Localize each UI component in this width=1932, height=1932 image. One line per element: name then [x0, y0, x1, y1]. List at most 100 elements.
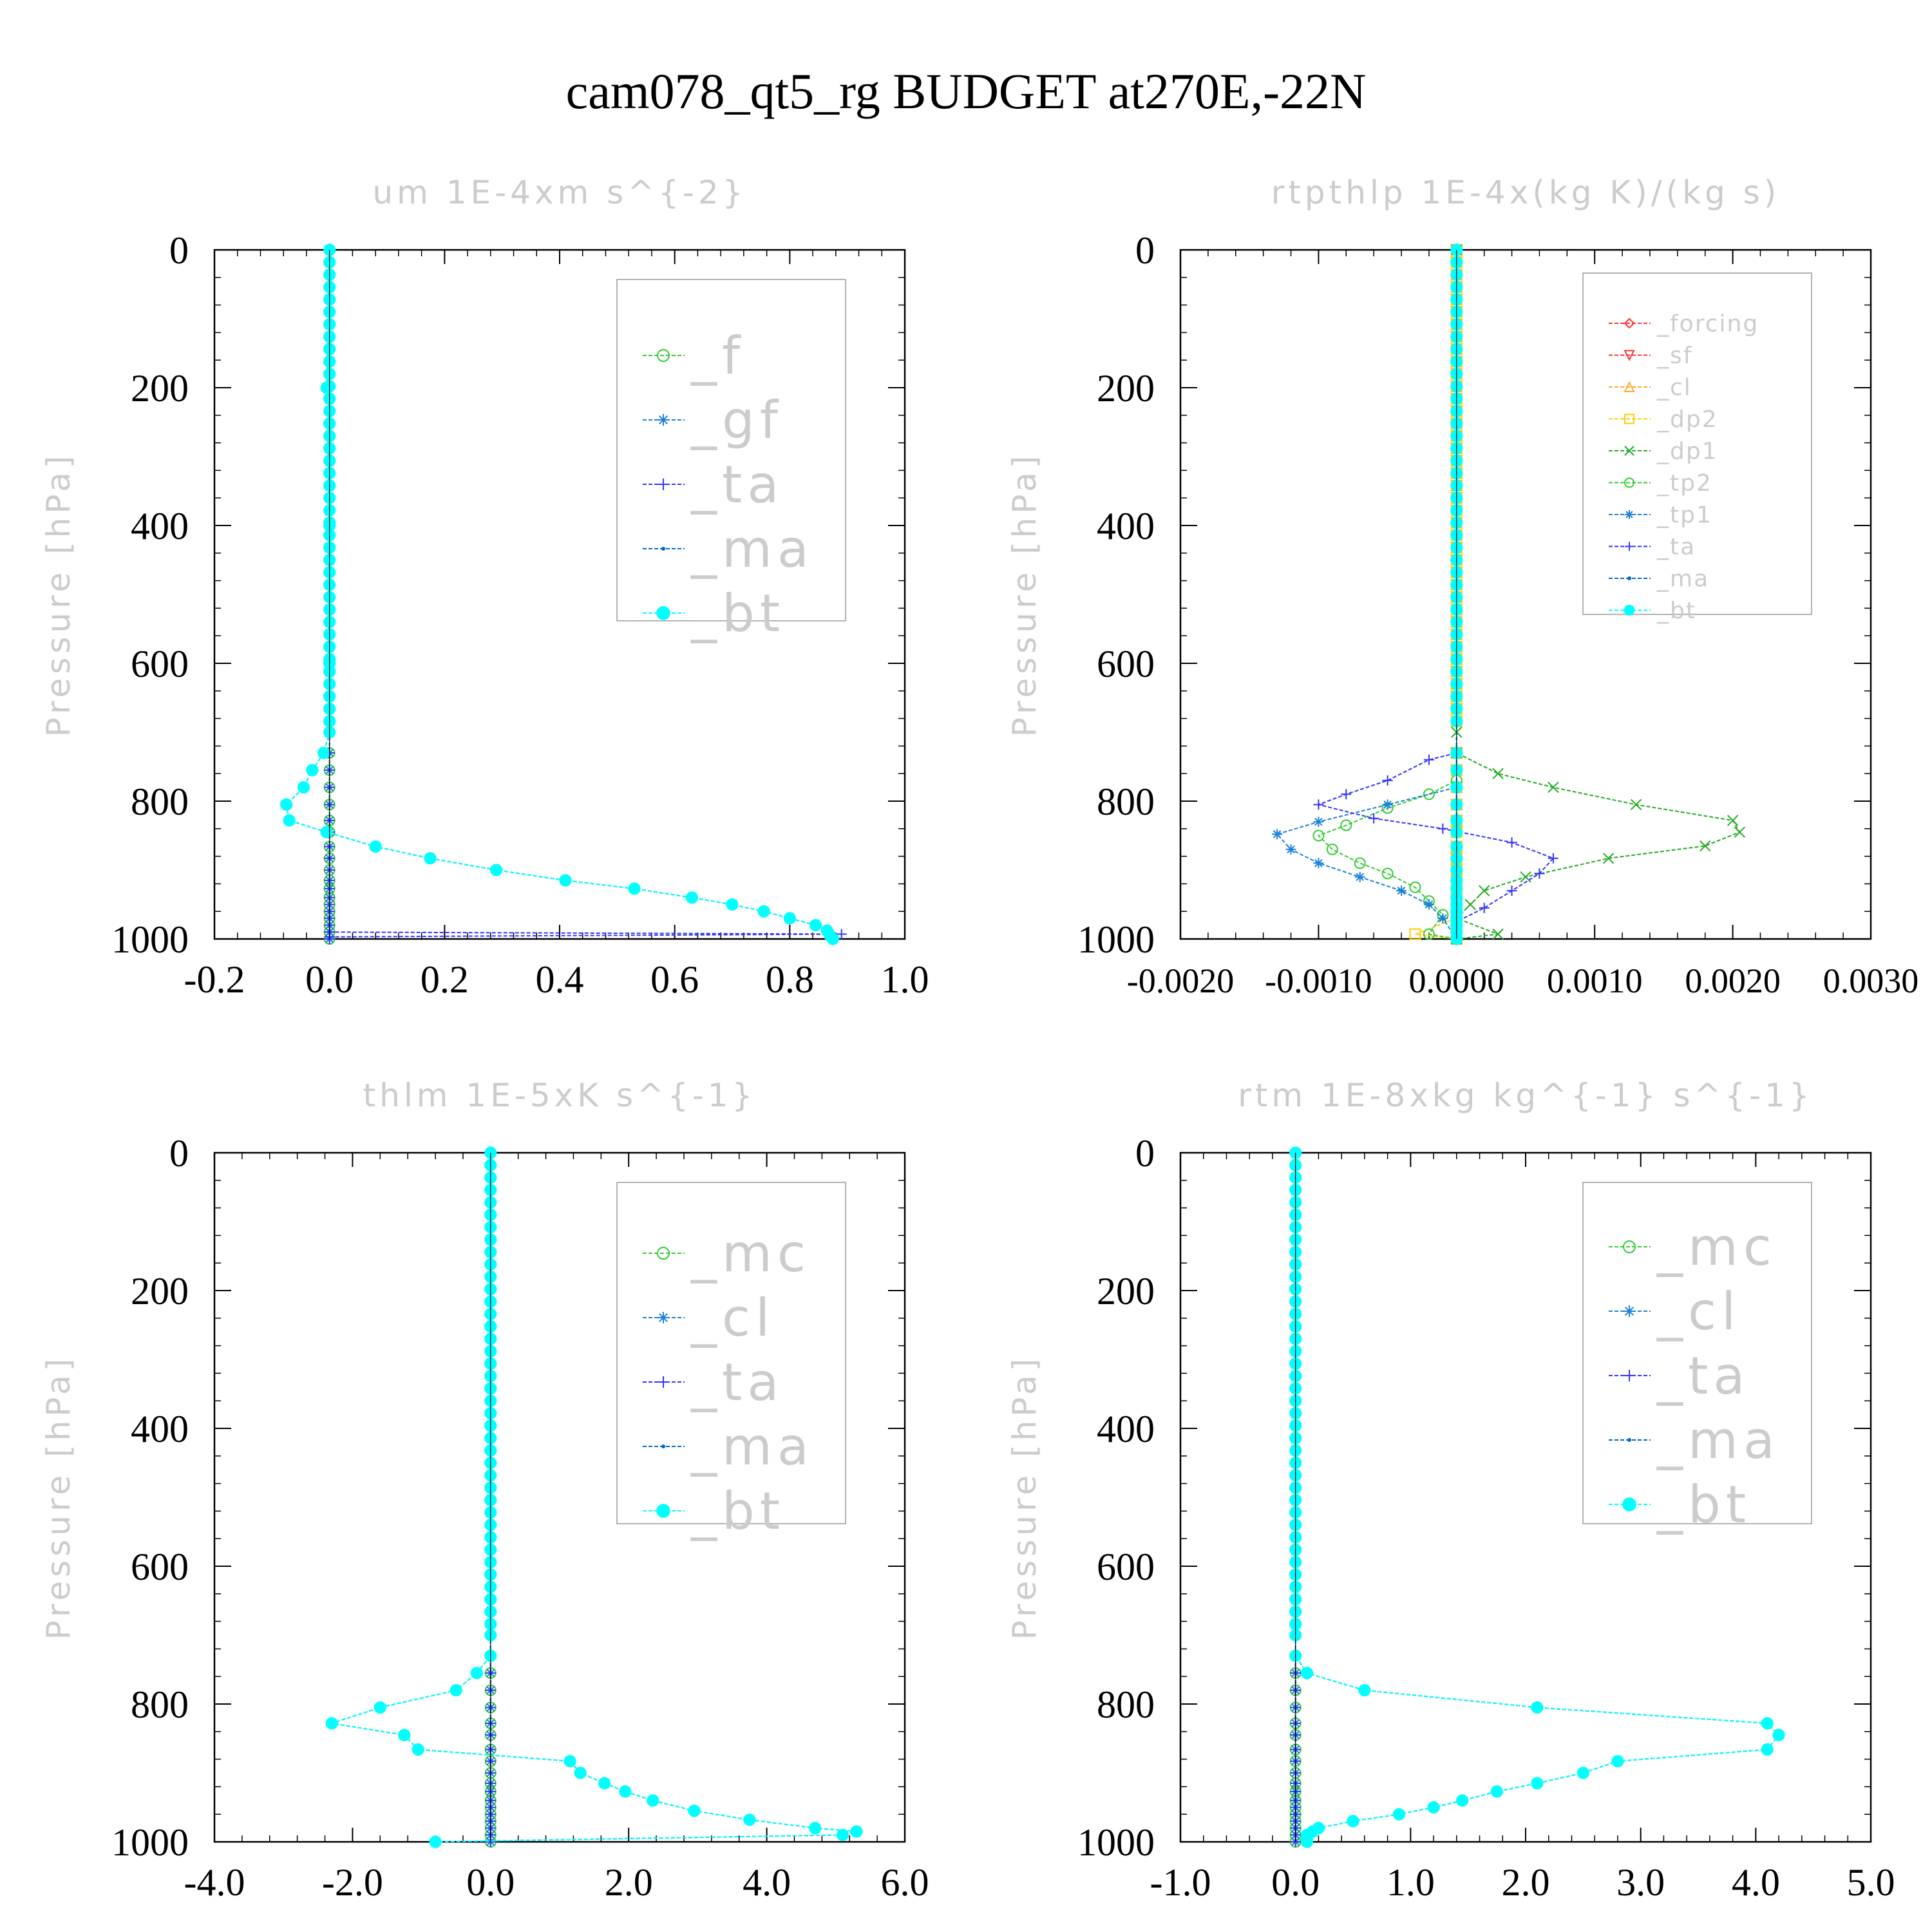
data-point	[1313, 799, 1324, 810]
y-tick-label: 1000	[111, 918, 189, 961]
x-tick-label: 0.0	[1271, 1861, 1320, 1904]
data-point	[280, 798, 293, 811]
y-tick-label: 0	[1135, 1132, 1155, 1175]
y-tick-label: 800	[131, 781, 189, 823]
series-line	[1294, 1153, 1780, 1842]
data-point	[1548, 781, 1559, 793]
data-point	[1354, 857, 1366, 869]
x-tick-label: 4.0	[1732, 1861, 1780, 1904]
plot-frame	[1179, 249, 1872, 940]
y-tick-label: 600	[131, 643, 189, 685]
data-point	[1534, 868, 1545, 879]
data-point	[1625, 510, 1634, 519]
y-axis-label: Pressure [hPa]	[40, 1355, 77, 1640]
data-point	[1368, 813, 1379, 824]
data-point	[306, 764, 319, 777]
x-tick-label: -0.2	[184, 958, 245, 1001]
data-point	[661, 1444, 665, 1448]
x-tick-label: 0.2	[421, 958, 469, 1001]
data-point	[1611, 1755, 1624, 1768]
legend-entry: _dp1	[1609, 439, 1717, 465]
legend-entry: _ta	[1609, 1346, 1745, 1406]
series-line	[1316, 250, 1555, 939]
y-tick-label: 400	[1097, 1408, 1155, 1450]
data-point	[1396, 886, 1407, 896]
data-point	[726, 898, 739, 911]
x-tick-label: 3.0	[1616, 1861, 1665, 1904]
data-point	[1624, 350, 1635, 361]
data-point	[1624, 317, 1635, 329]
legend-label: _ma	[1656, 566, 1709, 592]
data-point	[1625, 542, 1634, 551]
y-tick-label: 600	[1097, 1546, 1155, 1588]
data-point	[657, 349, 670, 362]
x-tick-label: 0.0	[305, 958, 354, 1001]
data-point	[1772, 1728, 1785, 1741]
x-tick-label: -0.0020	[1127, 961, 1234, 1000]
data-point	[809, 1822, 822, 1835]
series-line	[1455, 250, 1741, 940]
x-tick-label: 0.0010	[1547, 961, 1643, 1000]
legend-entry: _ma	[1609, 1410, 1775, 1470]
data-point	[836, 929, 847, 940]
legend-label: _bt	[1656, 598, 1696, 624]
x-tick-label: 0.4	[536, 958, 584, 1001]
data-point	[1490, 1785, 1503, 1798]
legend-entry: _ta	[643, 1352, 779, 1412]
panel-rtpthlp: rtpthlp 1E-4x(kg K)/(kg s) Pressure [hPa…	[1006, 174, 1918, 1000]
y-axis-label: Pressure [hPa]	[1006, 452, 1043, 737]
x-tick-label: 6.0	[881, 1861, 929, 1904]
legend-label: _bt	[690, 1481, 785, 1541]
data-point	[1285, 844, 1296, 855]
data-point	[374, 1701, 386, 1714]
data-point	[317, 746, 330, 759]
data-point	[658, 478, 669, 490]
data-point	[1341, 789, 1352, 800]
y-tick-label: 1000	[111, 1821, 189, 1864]
legend-entry: _sf	[1609, 343, 1691, 369]
data-point	[1531, 1701, 1544, 1714]
x-tick-label: 0.6	[650, 958, 699, 1001]
data-point	[1423, 899, 1434, 910]
data-point	[1409, 881, 1421, 893]
y-tick-label: 800	[131, 1683, 189, 1726]
data-point	[1313, 817, 1324, 828]
data-point	[685, 891, 699, 904]
data-point	[1727, 815, 1739, 826]
data-point	[1624, 446, 1634, 456]
x-tick-label: 4.0	[743, 1861, 791, 1904]
data-point	[1627, 576, 1631, 580]
data-point	[850, 1825, 863, 1838]
data-point	[1437, 913, 1448, 923]
legend-entry: _ma	[1609, 566, 1709, 592]
legend-entry: _mc	[1609, 1217, 1772, 1277]
panel-title: rtm 1E-8xkg kg^{-1} s^{-1}	[1238, 1077, 1814, 1114]
data-point	[1602, 853, 1615, 864]
legend-entry: _gf	[643, 390, 783, 450]
plot-area	[1289, 1146, 1785, 1848]
legend-label: _tp1	[1656, 502, 1712, 529]
legend-label: _cl	[1656, 1282, 1741, 1341]
data-point	[470, 1667, 483, 1680]
data-point	[1577, 1766, 1589, 1779]
data-point	[1761, 1743, 1774, 1756]
legend-entry: _forcing	[1609, 311, 1757, 337]
data-point	[647, 1794, 659, 1807]
legend-label: _gf	[690, 390, 783, 450]
plot-frame	[213, 249, 906, 940]
data-point	[1761, 1717, 1774, 1730]
data-point	[1312, 829, 1325, 842]
y-tick-label: 800	[1097, 781, 1155, 823]
legend: _mc_cl_ta_ma_bt	[1582, 1182, 1812, 1535]
data-point	[1624, 381, 1635, 392]
data-point	[1354, 871, 1365, 882]
data-point	[1300, 1667, 1314, 1680]
figure-title: cam078_qt5_rg BUDGET at270E,-22N	[566, 63, 1367, 119]
data-point	[1624, 413, 1634, 424]
data-point	[1622, 1497, 1636, 1511]
data-point	[1409, 928, 1421, 940]
data-point	[450, 1684, 462, 1697]
legend-label: _ma	[690, 519, 814, 579]
y-tick-label: 400	[131, 1408, 189, 1450]
